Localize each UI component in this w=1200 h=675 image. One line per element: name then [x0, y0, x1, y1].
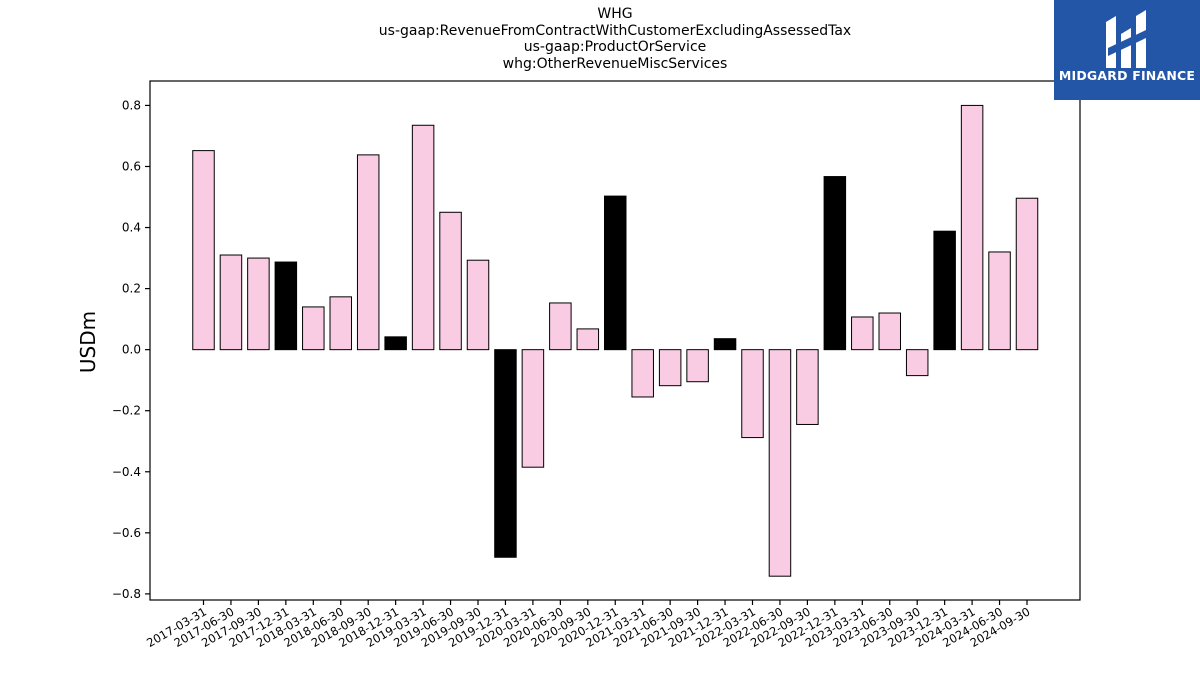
bar [988, 251, 1011, 351]
bar [604, 195, 627, 351]
bar [631, 349, 654, 398]
y-tick-label: 0.8 [122, 98, 141, 112]
bar [796, 349, 819, 425]
bar [686, 349, 709, 383]
chart-title-line-2: us-gaap:RevenueFromContractWithCustomerE… [378, 22, 852, 39]
y-tick-label: 0.0 [122, 343, 141, 357]
logo-text: MIDGARD FINANCE [1058, 68, 1196, 83]
bar [494, 349, 517, 558]
y-tick-label: −0.4 [112, 465, 141, 479]
bar [356, 154, 380, 351]
bar [302, 306, 325, 351]
bar [878, 312, 901, 351]
bar [192, 150, 215, 351]
y-tick-label: −0.8 [112, 587, 141, 601]
bar [521, 349, 545, 468]
bar [247, 257, 270, 351]
bar [823, 176, 847, 351]
chart-title-line-4: whg:OtherRevenueMiscServices [502, 55, 728, 72]
bar [741, 349, 764, 439]
bar [905, 349, 929, 377]
bar [576, 328, 600, 351]
bar [933, 230, 956, 351]
y-tick-label: −0.6 [112, 526, 141, 540]
chart-title-line-3: us-gaap:ProductOrService [523, 39, 707, 55]
bar [384, 336, 407, 351]
bar [219, 254, 243, 351]
y-tick-label: 0.6 [122, 159, 141, 173]
bar [768, 349, 792, 577]
y-tick-label: −0.2 [112, 404, 141, 418]
bar [329, 296, 352, 351]
logo-mark-icon [1106, 10, 1146, 68]
chart-title: WHG us-gaap:RevenueFromContractWithCusto… [150, 6, 1080, 72]
bar [1015, 197, 1039, 351]
bar [466, 259, 490, 351]
y-tick-label: 0.2 [122, 282, 141, 296]
bar [274, 261, 298, 351]
bar [851, 316, 874, 351]
chart-title-line-1: WHG [597, 6, 633, 22]
bar [960, 104, 984, 351]
midgard-finance-logo: MIDGARD FINANCE [1054, 0, 1200, 100]
y-tick-label: 0.4 [122, 221, 141, 235]
bar [658, 349, 682, 387]
bar [549, 302, 572, 351]
bar [713, 338, 737, 351]
bar [439, 211, 462, 351]
bar [411, 124, 435, 351]
